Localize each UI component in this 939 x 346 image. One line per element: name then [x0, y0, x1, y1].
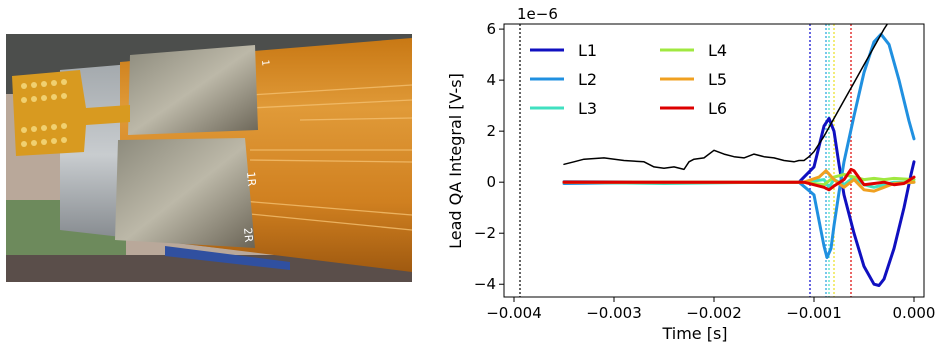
pcb-pads — [21, 79, 67, 147]
blue-tape — [165, 246, 290, 270]
plot-area — [519, 24, 916, 297]
y-offset-label: 1e−6 — [517, 5, 558, 23]
cable-photo: 1R 2R 1 — [6, 34, 413, 282]
legend-label-l5: L5 — [708, 70, 727, 89]
x-tick-label-4: 0.000 — [893, 304, 936, 322]
x-axis-title: Time [s] — [661, 324, 727, 343]
plot-inner — [519, 24, 916, 297]
y-tick-label-2: 0 — [486, 173, 496, 191]
x-tick-label-0: −0.004 — [486, 304, 542, 322]
foil-tape-bottom — [115, 138, 255, 248]
foil-tape-top — [128, 45, 258, 135]
legend-label-l2: L2 — [578, 70, 597, 89]
cable-traces — [229, 84, 413, 231]
photo-label-1r: 1R — [244, 171, 258, 187]
legend-label-l1: L1 — [578, 41, 597, 60]
x-tick-label-1: −0.003 — [586, 304, 642, 322]
y-tick-label-3: 2 — [486, 122, 496, 140]
photo-label-2r: 2R — [241, 227, 255, 243]
y-tick-label-0: −4 — [474, 275, 496, 293]
x-tick-label-2: −0.002 — [686, 304, 742, 322]
series-line-l2 — [562, 32, 916, 259]
legend-label-l6: L6 — [708, 99, 727, 118]
series-unlabeled-line — [563, 24, 889, 171]
y-tick-label-5: 6 — [486, 20, 496, 38]
legend-label-l4: L4 — [708, 41, 727, 60]
legend: L1 L2 L3 L4 L5 L6 — [530, 41, 727, 118]
x-tick-label-3: −0.001 — [786, 304, 842, 322]
y-tick-label-1: −2 — [474, 224, 496, 242]
series-line-l1 — [562, 116, 916, 287]
y-axis-title: Lead QA Integral [V-s] — [446, 73, 465, 249]
axes: −0.004 −0.003 −0.002 −0.001 0.000 −4 −2 0 2 4 6 — [474, 20, 936, 322]
pcb-connector — [12, 70, 130, 156]
legend-label-l3: L3 — [578, 99, 597, 118]
photo-label-1: 1 — [259, 59, 271, 66]
y-tick-label-4: 4 — [486, 71, 496, 89]
series-line-l6 — [562, 167, 916, 192]
